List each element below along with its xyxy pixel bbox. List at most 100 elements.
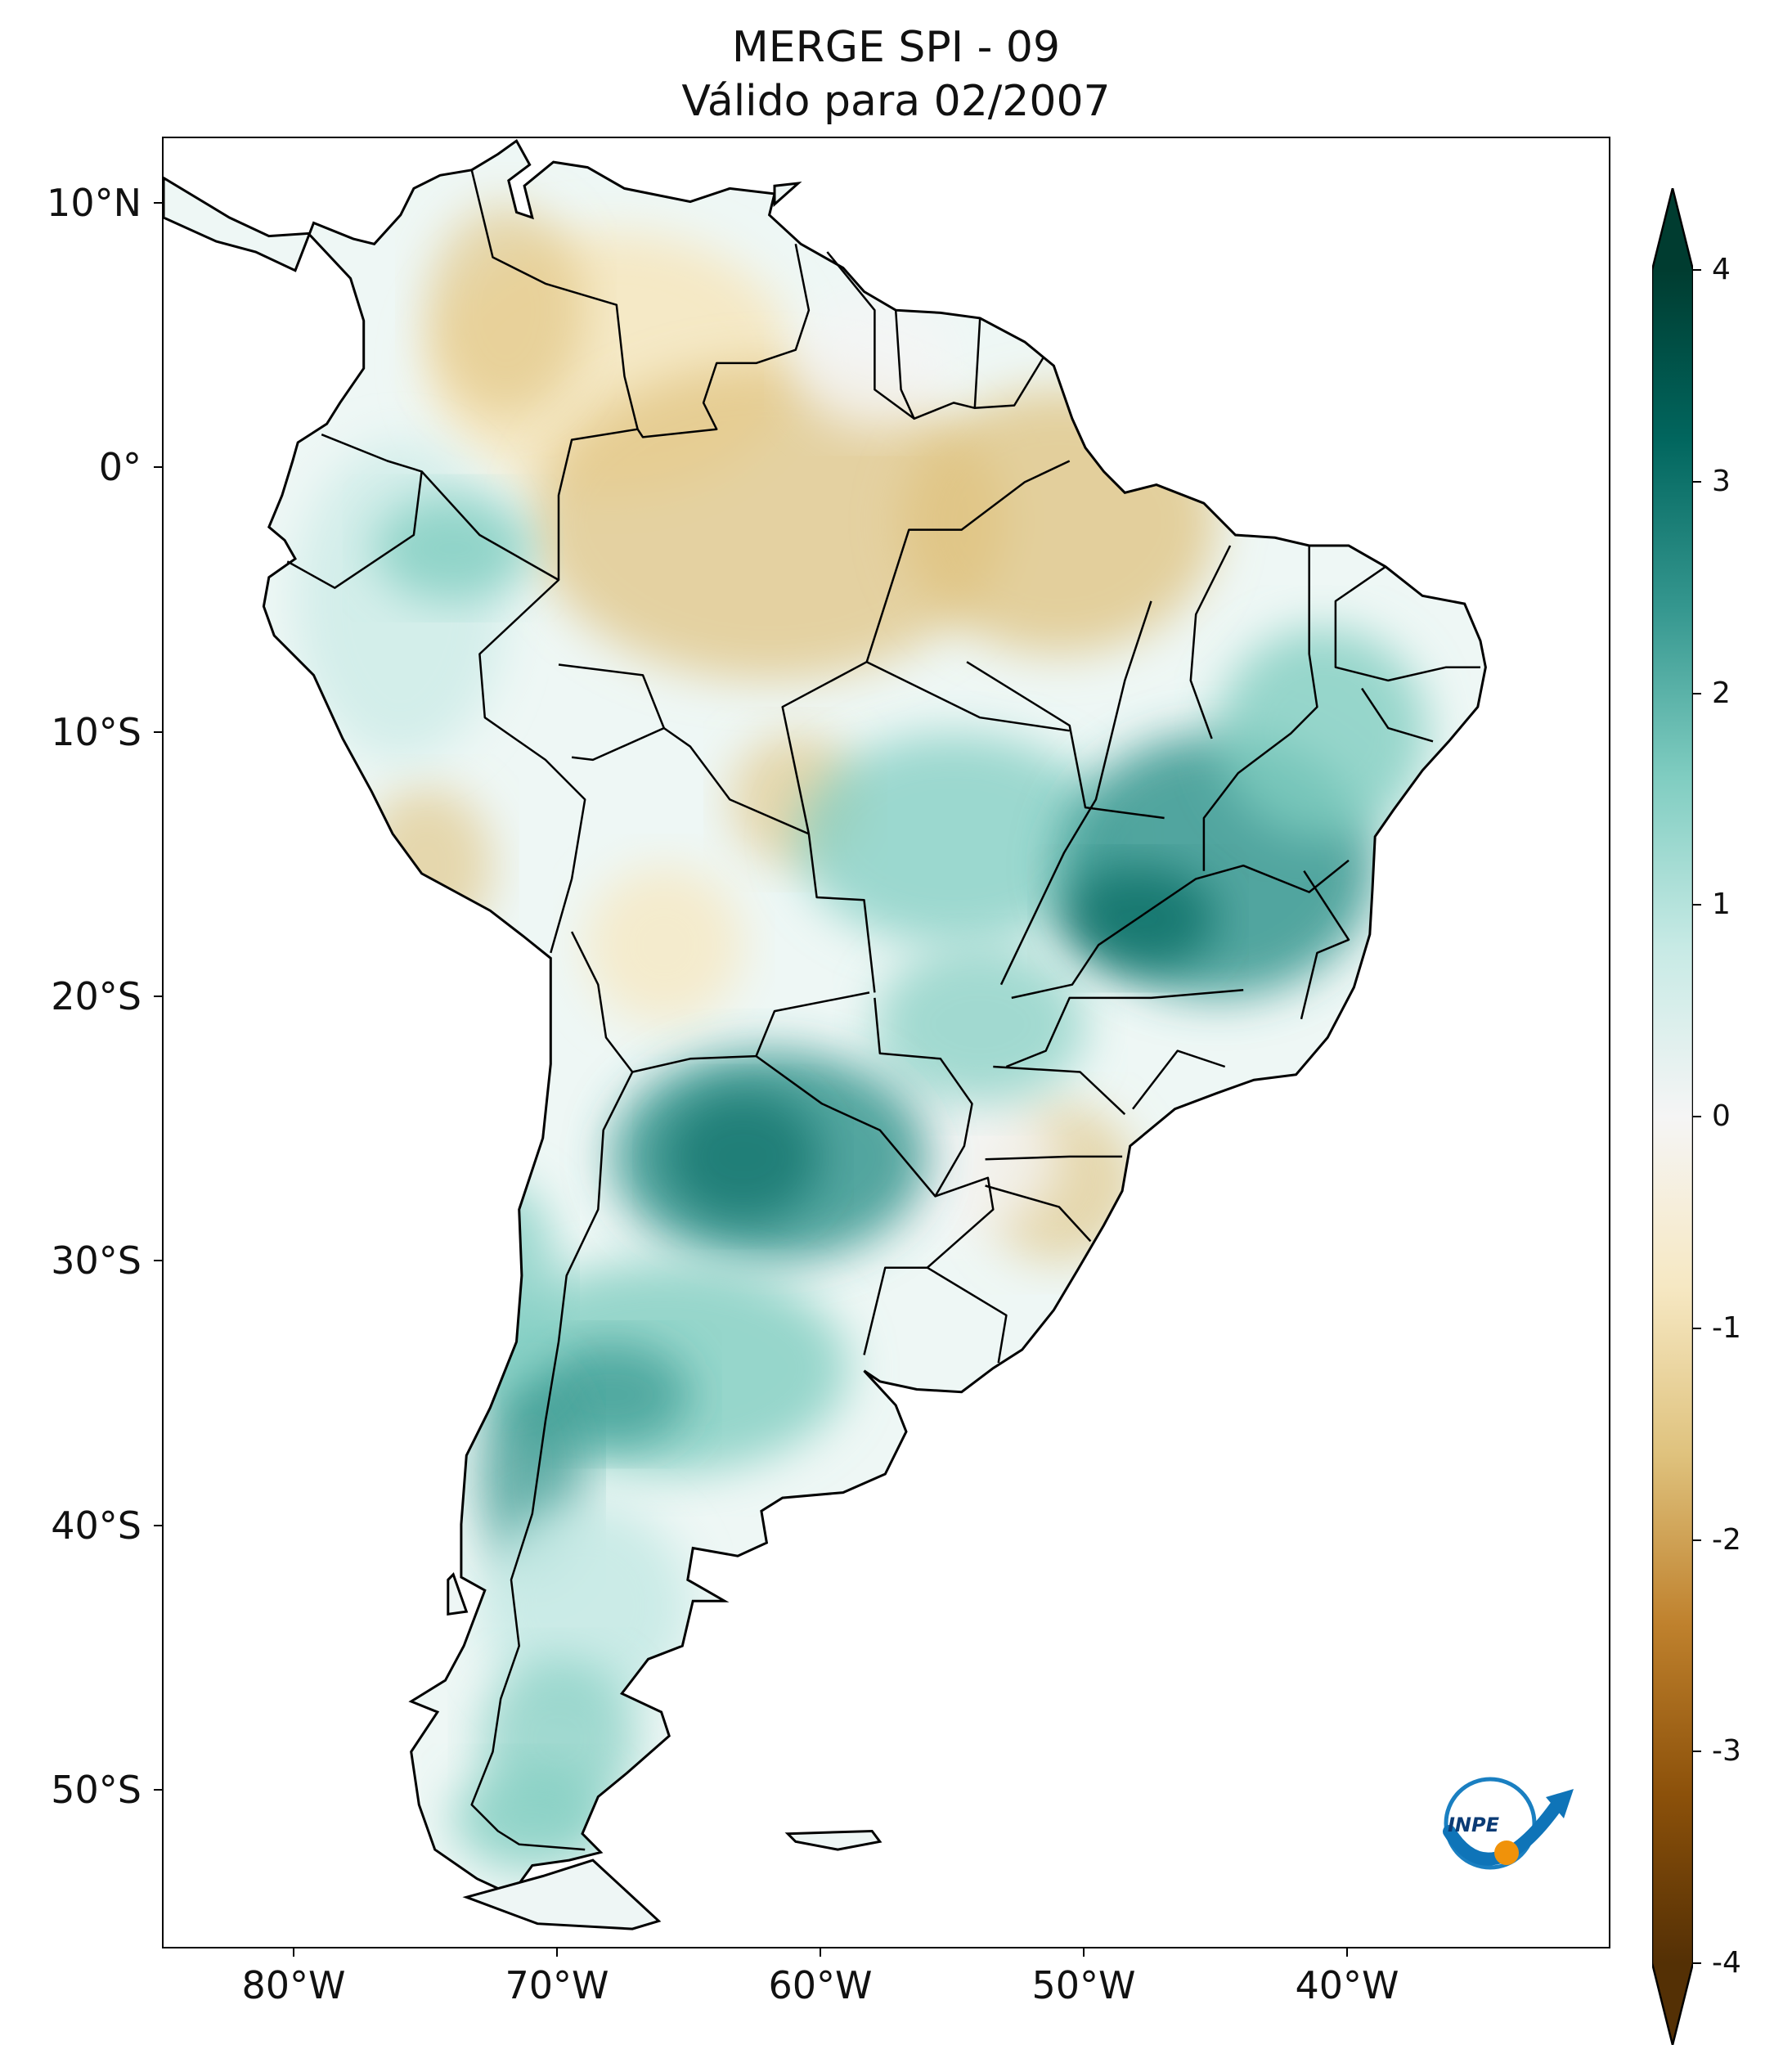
latitude-label: 20°S (51, 973, 141, 1018)
latitude-label: 40°S (51, 1503, 141, 1548)
longitude-label: 70°W (505, 1963, 609, 2007)
border-line (993, 1065, 1126, 1116)
colorbar-extend-bottom (1652, 1963, 1693, 2045)
border-line (1189, 545, 1232, 739)
spi-anomaly-region (900, 389, 1217, 654)
border-line (570, 931, 870, 1073)
map-title: MERGE SPI - 09 (731, 23, 1061, 72)
border-line (755, 997, 973, 1198)
latitude-label: 30°S (51, 1238, 141, 1283)
spi-anomaly-region (795, 733, 1112, 946)
colorbar-tick-label: -4 (1712, 1946, 1741, 1980)
latitude-label: 10°N (47, 180, 141, 225)
border-line (927, 1266, 1008, 1364)
spi-anomaly-region (295, 442, 506, 760)
longitude-label: 50°W (1031, 1963, 1136, 2007)
border-line (571, 726, 876, 993)
spi-anomaly-region (453, 1764, 612, 1871)
border-line (470, 1071, 634, 1851)
longitude-label: 40°W (1295, 1963, 1399, 2007)
map-panel[interactable]: INPE (162, 137, 1610, 1948)
latitude-label: 50°S (51, 1767, 141, 1812)
spi-anomaly-region (874, 945, 1085, 1104)
border-line (985, 1155, 1123, 1161)
border-line (999, 600, 1152, 986)
spi-anomaly-region (1217, 627, 1428, 839)
border-line (1334, 565, 1480, 682)
islands (447, 181, 883, 1930)
colorbar-tick (1693, 1962, 1701, 1964)
longitude-label: 60°W (768, 1963, 873, 2007)
border-line (894, 310, 981, 420)
spi-anomaly-region (532, 362, 1007, 681)
latitude-tick (154, 995, 162, 997)
spi-anomaly-region (585, 865, 743, 1025)
colorbar-extend-top (1652, 188, 1693, 270)
longitude-tick (293, 1948, 294, 1957)
latitude-tick (154, 201, 162, 204)
colorbar-tick-label: -2 (1712, 1522, 1741, 1557)
latitude-tick (154, 1788, 162, 1791)
border-line (470, 169, 639, 580)
latitude-tick (154, 1524, 162, 1526)
border-line (826, 251, 915, 420)
colorbar-tick-label: -1 (1712, 1310, 1741, 1345)
coastline (164, 138, 1487, 1896)
inpe-logo-icon: INPE (1443, 1777, 1574, 1870)
colorbar-tick (1693, 1116, 1701, 1117)
colorbar-tick-label: 0 (1712, 1099, 1731, 1133)
longitude-tick (1346, 1948, 1348, 1957)
spi-anomaly-region (479, 1500, 690, 1712)
border-line (966, 661, 1165, 820)
spi-field (164, 141, 1486, 1895)
latitude-label: 10°S (51, 709, 141, 754)
border-line (636, 244, 811, 438)
colorbar-tick (1693, 1751, 1701, 1753)
island (462, 1858, 662, 1930)
border-line (420, 470, 586, 954)
island (773, 181, 802, 208)
latitude-label: 0° (98, 445, 141, 490)
latitude-tick (154, 466, 162, 469)
island (447, 1572, 469, 1616)
border-line (781, 660, 1070, 834)
longitude-tick (820, 1948, 821, 1957)
colorbar-tick-label: 1 (1712, 888, 1731, 922)
spi-anomaly-region (427, 204, 586, 416)
border-line (1202, 546, 1318, 871)
border-line (1361, 687, 1434, 743)
border-line (985, 1184, 1092, 1243)
latitude-tick (154, 1260, 162, 1262)
colorbar-tick (1693, 904, 1701, 906)
country-borders (286, 169, 1480, 1851)
border-line (1300, 870, 1350, 1020)
spi-anomaly-region (374, 495, 532, 601)
border-line (1005, 988, 1244, 1068)
spi-anomaly-region (663, 1090, 823, 1223)
colorbar-gradient (1652, 270, 1693, 1963)
colorbar-tick (1693, 269, 1701, 271)
border-line (1132, 1049, 1226, 1110)
logo-text: INPE (1448, 1814, 1500, 1836)
colorbar-tick (1693, 480, 1701, 483)
colorbar-tick (1693, 1539, 1701, 1541)
longitude-label: 80°W (241, 1963, 346, 2007)
colorbar-tick-label: 4 (1712, 253, 1731, 286)
longitude-tick (556, 1948, 558, 1957)
colorbar-tick (1693, 1327, 1701, 1329)
longitude-tick (1083, 1948, 1085, 1957)
latitude-tick (154, 730, 162, 733)
colorbar-tick (1693, 692, 1701, 694)
border-line (558, 663, 665, 729)
border-line (974, 357, 1044, 410)
border-line (865, 460, 1071, 663)
colorbar-tick-label: 2 (1712, 676, 1731, 710)
colorbar-tick-label: -3 (1712, 1734, 1741, 1769)
border-line (1011, 859, 1350, 1000)
south-america-map: INPE (164, 138, 1574, 1930)
colorbar (1652, 188, 1693, 2045)
border-line (286, 434, 423, 589)
map-subtitle: Válido para 02/2007 (681, 77, 1111, 126)
colorbar-tick-label: 3 (1712, 464, 1731, 498)
border-line (863, 1176, 995, 1355)
